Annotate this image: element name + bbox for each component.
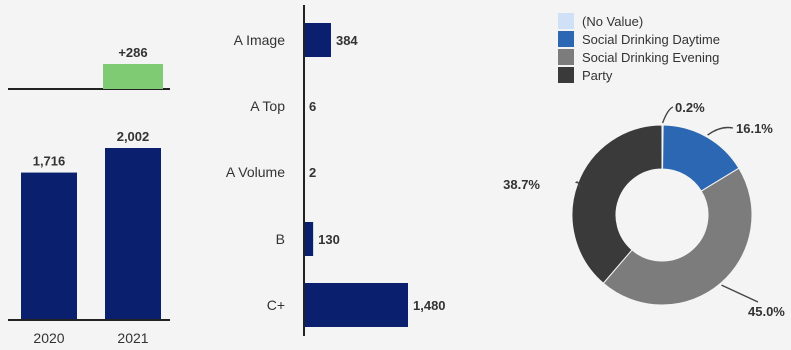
- bar-b: [304, 222, 314, 256]
- y-tick-label: A Top: [250, 98, 285, 114]
- legend-swatch: [558, 67, 574, 83]
- x-tick-label: 2021: [117, 330, 148, 346]
- bar-2020: [21, 172, 77, 320]
- bar-c-: [304, 283, 408, 327]
- slice-label: 16.1%: [736, 121, 773, 136]
- donut-slice: [602, 167, 753, 306]
- legend-swatch: [558, 31, 574, 47]
- variance-label: +286: [118, 45, 147, 60]
- bar-value-label: 1,480: [413, 298, 446, 313]
- slice-label: 38.7%: [503, 177, 540, 192]
- y-tick-label: A Image: [234, 32, 286, 48]
- variance-bar: [103, 64, 163, 89]
- bar-a-image: [304, 23, 331, 57]
- leader-line: [575, 181, 581, 189]
- bar-2021: [105, 148, 161, 320]
- y-tick-label: B: [276, 231, 285, 247]
- bar-value-label: 2,002: [117, 129, 150, 144]
- bar-value-label: 1,716: [33, 154, 66, 169]
- y-tick-label: C+: [267, 297, 285, 313]
- legend-entry: Party: [582, 68, 613, 83]
- bar-value-label: 130: [318, 232, 340, 247]
- legend-entry: Social Drinking Evening: [582, 50, 719, 65]
- leader-line: [721, 284, 759, 303]
- bar-value-label: 384: [336, 33, 358, 48]
- y-tick-label: A Volume: [226, 164, 285, 180]
- leader-line: [707, 126, 734, 136]
- slice-label: 0.2%: [675, 100, 705, 115]
- legend-entry: (No Value): [582, 14, 643, 29]
- bar-value-label: 6: [309, 99, 316, 114]
- year-comparison-chart: 1,716 2020 2,002 2021 +286: [8, 45, 170, 346]
- category-bar-chart: 384 A Image 6 A Top 2 A Volume 130 B 1,480 C+: [226, 5, 446, 336]
- legend-swatch: [558, 49, 574, 65]
- donut-slice: [571, 124, 663, 284]
- leader-line: [661, 106, 674, 124]
- bar-value-label: 2: [309, 165, 316, 180]
- slice-label: 45.0%: [748, 304, 785, 319]
- donut-chart: (No Value) Social Drinking Daytime Social …: [503, 13, 785, 319]
- legend-entry: Social Drinking Daytime: [582, 32, 720, 47]
- legend-swatch: [558, 13, 574, 29]
- x-tick-label: 2020: [33, 330, 64, 346]
